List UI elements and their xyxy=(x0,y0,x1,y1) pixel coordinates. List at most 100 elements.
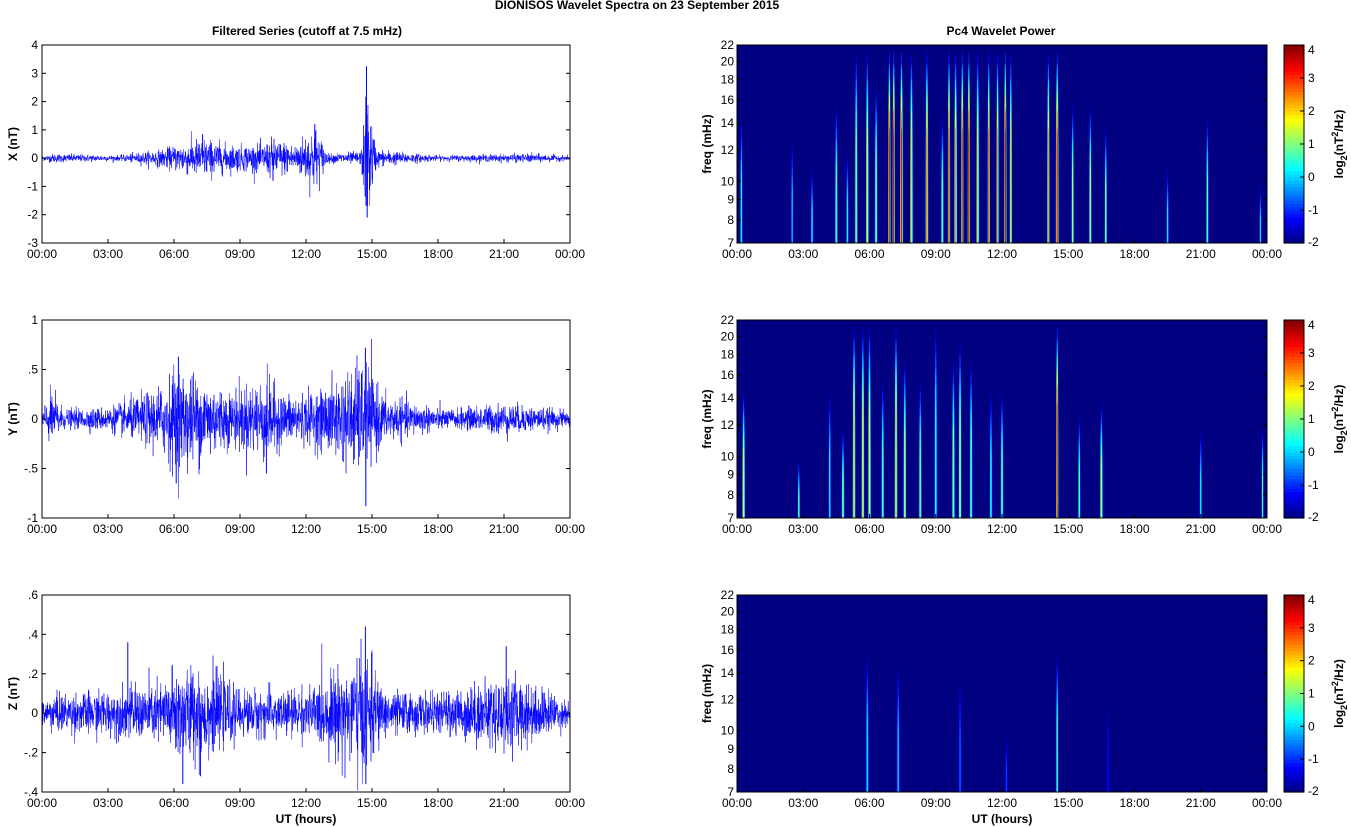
colorbar-segment xyxy=(1284,336,1304,341)
power-streak xyxy=(988,126,990,243)
colorbar-segment xyxy=(1284,428,1304,433)
colorbar-segment xyxy=(1284,595,1304,599)
power-streak xyxy=(847,194,848,243)
power-streak xyxy=(961,126,963,243)
colorbar-tick-label: 4 xyxy=(1308,43,1315,57)
y-tick-label: 10 xyxy=(721,449,735,463)
y-tick-label: 16 xyxy=(721,93,735,107)
y-tick-label: 9 xyxy=(727,742,734,756)
colorbar-tick-label: -2 xyxy=(1308,510,1319,524)
y-tick-label: -.5 xyxy=(24,462,38,476)
power-streak xyxy=(1047,126,1049,243)
power-background xyxy=(737,45,1267,243)
power-streak xyxy=(895,401,897,518)
y-tick-label: .5 xyxy=(28,363,38,377)
colorbar-segment xyxy=(1284,190,1304,195)
series-trace xyxy=(41,638,571,791)
colorbar-segment xyxy=(1284,68,1304,72)
colorbar-segment xyxy=(1284,491,1304,496)
colorbar-segment xyxy=(1284,637,1304,642)
colorbar-tick-label: -1 xyxy=(1308,752,1319,766)
colorbar-segment xyxy=(1284,71,1304,76)
power-streak xyxy=(1262,469,1263,518)
y-tick-label: 2 xyxy=(31,95,38,109)
y-tick-label: 7 xyxy=(727,785,734,799)
colorbar-segment xyxy=(1284,167,1304,171)
x-tick-label: 18:00 xyxy=(1119,522,1149,536)
y-tick-label: 9 xyxy=(727,193,734,207)
colorbar-segment xyxy=(1284,772,1304,777)
x-tick-label: 06:00 xyxy=(159,796,189,810)
x-tick-label: 06:00 xyxy=(159,522,189,536)
colorbar-segment xyxy=(1284,101,1304,105)
colorbar-segment xyxy=(1284,647,1304,652)
colorbar-segment xyxy=(1284,203,1304,208)
y-tick-label: .4 xyxy=(28,627,38,641)
colorbar-segment xyxy=(1284,124,1304,129)
colorbar-segment xyxy=(1284,696,1304,701)
colorbar-segment xyxy=(1284,422,1304,427)
colorbar-segment xyxy=(1284,729,1304,734)
colorbar-segment xyxy=(1284,51,1304,56)
power-streak xyxy=(1100,453,1102,518)
colorbar-segment xyxy=(1284,765,1304,770)
colorbar-label-part: 2 xyxy=(1330,132,1340,137)
colorbar-tick-label: 0 xyxy=(1308,719,1315,733)
colorbar-segment xyxy=(1284,749,1304,754)
power-streak xyxy=(1056,401,1058,518)
x-tick-label: 00:00 xyxy=(27,796,57,810)
colorbar-segment xyxy=(1284,690,1304,695)
colorbar-segment xyxy=(1284,147,1304,152)
power-streak xyxy=(1001,446,1003,518)
colorbar-tick-label: 2 xyxy=(1308,104,1315,118)
power-streak xyxy=(866,713,868,792)
colorbar-segment xyxy=(1284,742,1304,747)
colorbar-segment xyxy=(1284,769,1304,773)
colorbar-segment xyxy=(1284,64,1304,69)
colorbar-segment xyxy=(1284,210,1304,214)
colorbar-segment xyxy=(1284,608,1304,613)
power-streak xyxy=(811,203,813,243)
colorbar-segment xyxy=(1284,409,1304,413)
x-axis-label: UT (hours) xyxy=(276,812,337,826)
y-axis-label: freq (mHz) xyxy=(700,114,714,173)
x-tick-label: 00:00 xyxy=(27,247,57,261)
x-tick-label: 03:00 xyxy=(788,247,818,261)
power-streak xyxy=(882,439,884,518)
colorbar-segment xyxy=(1284,386,1304,390)
colorbar-segment xyxy=(1284,219,1304,224)
colorbar-tick-label: -2 xyxy=(1308,784,1319,798)
colorbar-segment xyxy=(1284,660,1304,665)
colorbar-segment xyxy=(1284,372,1304,377)
colorbar-segment xyxy=(1284,624,1304,629)
colorbar-segment xyxy=(1284,667,1304,672)
x-tick-label: 12:00 xyxy=(987,522,1017,536)
y-tick-label: 16 xyxy=(721,368,735,382)
colorbar-segment xyxy=(1284,186,1304,191)
colorbar-segment xyxy=(1284,157,1304,162)
colorbar-tick-label: 2 xyxy=(1308,654,1315,668)
y-tick-label: 18 xyxy=(721,348,735,362)
x-tick-label: 18:00 xyxy=(1119,796,1149,810)
colorbar-segment xyxy=(1284,346,1304,351)
colorbar-tick-label: -2 xyxy=(1308,235,1319,249)
colorbar-segment xyxy=(1284,663,1304,668)
colorbar-segment xyxy=(1284,127,1304,132)
colorbar-segment xyxy=(1284,716,1304,721)
x-tick-label: 18:00 xyxy=(423,247,453,261)
colorbar-tick-label: 0 xyxy=(1308,170,1315,184)
x-tick-label: 18:00 xyxy=(423,522,453,536)
colorbar-segment xyxy=(1284,84,1304,89)
colorbar-segment xyxy=(1284,395,1304,400)
x-tick-label: 21:00 xyxy=(1186,522,1216,536)
x-tick-label: 09:00 xyxy=(921,522,951,536)
x-tick-label: 00:00 xyxy=(722,796,752,810)
power-streak xyxy=(1056,713,1058,792)
colorbar-segment xyxy=(1284,140,1304,145)
colorbar-segment xyxy=(1284,326,1304,331)
x-tick-label: 09:00 xyxy=(225,522,255,536)
colorbar-segment xyxy=(1284,183,1304,188)
colorbar-segment xyxy=(1284,177,1304,181)
